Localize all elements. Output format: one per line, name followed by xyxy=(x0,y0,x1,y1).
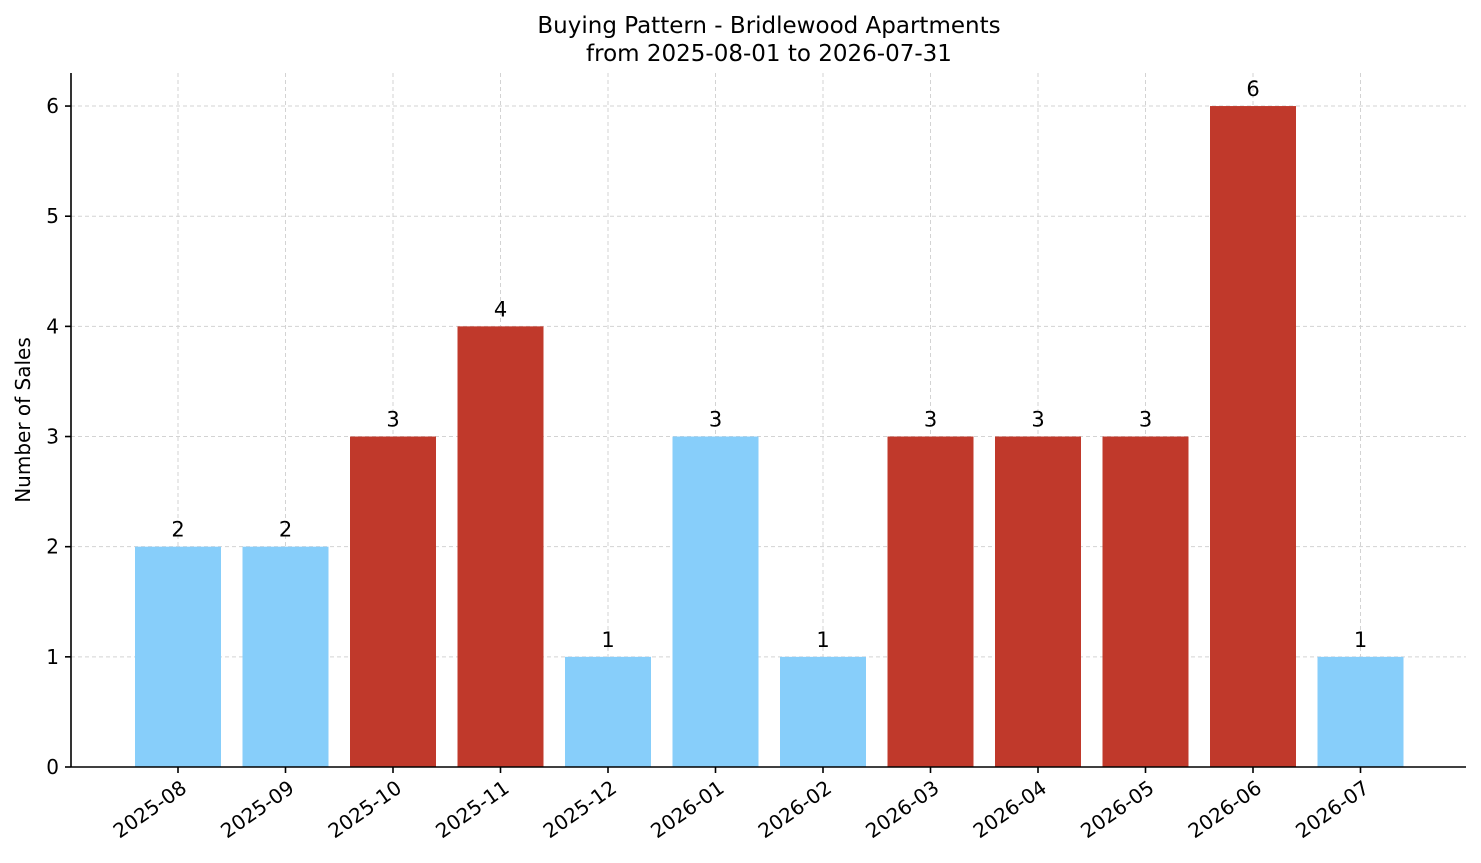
bar-layer xyxy=(135,106,1404,768)
data-label: 3 xyxy=(1031,408,1044,432)
x-tick-label: 2026-01 xyxy=(646,775,728,843)
bar-2026-07[interactable] xyxy=(1317,656,1404,767)
bar-2026-04[interactable] xyxy=(995,436,1081,767)
bar-2025-12[interactable] xyxy=(565,656,651,767)
data-label: 3 xyxy=(924,408,937,432)
x-tick-label: 2026-04 xyxy=(969,775,1051,843)
x-tick-label: 2026-03 xyxy=(861,775,943,843)
data-label: 3 xyxy=(1139,408,1152,432)
y-tick-label: 0 xyxy=(46,755,59,779)
data-label: 2 xyxy=(171,518,184,542)
y-tick-label: 5 xyxy=(46,204,59,228)
x-tick-label: 2026-06 xyxy=(1184,775,1266,843)
y-axis-label: Number of Sales xyxy=(11,337,35,503)
data-label: 1 xyxy=(1354,628,1367,652)
x-tick-label: 2025-10 xyxy=(324,775,406,843)
x-tick-label: 2025-11 xyxy=(431,775,513,843)
bar-2026-06[interactable] xyxy=(1210,106,1296,768)
data-label: 3 xyxy=(386,408,399,432)
x-tick-label: 2025-08 xyxy=(109,775,191,843)
bar-2025-09[interactable] xyxy=(242,546,329,767)
data-label: 2 xyxy=(279,518,292,542)
x-tick-label: 2026-07 xyxy=(1291,775,1373,843)
x-tick-label: 2026-02 xyxy=(754,775,836,843)
bar-2026-01[interactable] xyxy=(672,436,759,767)
data-label: 6 xyxy=(1246,77,1259,101)
y-tick-label: 6 xyxy=(46,94,59,118)
y-tick-label: 2 xyxy=(46,535,59,559)
data-label: 1 xyxy=(816,628,829,652)
y-tick-label: 4 xyxy=(46,314,59,338)
bar-2025-11[interactable] xyxy=(457,326,544,767)
chart-title: Buying Pattern - Bridlewood Apartments xyxy=(537,13,1000,39)
bar-2025-08[interactable] xyxy=(135,546,221,767)
bar-2026-03[interactable] xyxy=(887,436,974,767)
bar-2026-02[interactable] xyxy=(780,656,866,767)
data-label: 1 xyxy=(601,628,614,652)
x-tick-label: 2025-09 xyxy=(216,775,298,843)
data-label: 3 xyxy=(709,408,722,432)
x-tick-label: 2025-12 xyxy=(539,775,621,843)
data-label: 4 xyxy=(494,297,507,321)
y-tick-label: 3 xyxy=(46,425,59,449)
y-tick-label: 1 xyxy=(46,645,59,669)
axis-layer xyxy=(65,73,1466,773)
bar-2026-05[interactable] xyxy=(1102,436,1189,767)
chart-subtitle: from 2025-08-01 to 2026-07-31 xyxy=(586,41,952,67)
x-tick-label: 2026-05 xyxy=(1076,775,1158,843)
bar-2025-10[interactable] xyxy=(350,436,436,767)
